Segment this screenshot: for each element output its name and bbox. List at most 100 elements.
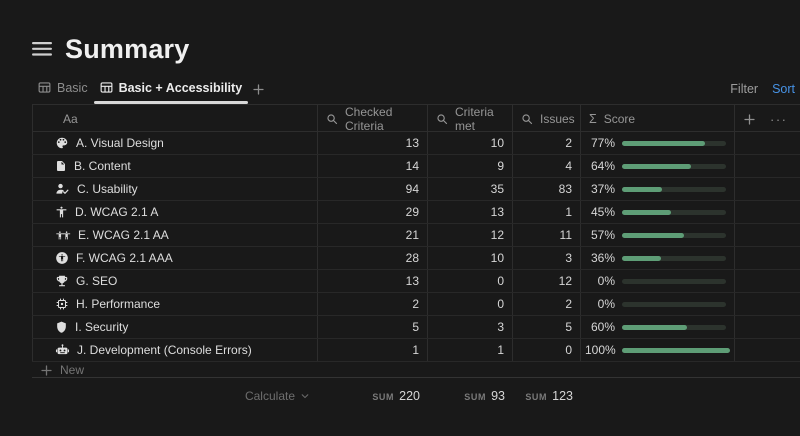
cell-met[interactable]: 3 [428,316,513,338]
cell-issues[interactable]: 0 [513,339,581,361]
column-header-issues[interactable]: Issues [513,105,581,133]
table-row: D. WCAG 2.1 A 29 13 1 45% [32,201,800,224]
cell-value: 12 [558,274,572,288]
sum-value: 123 [552,389,573,403]
cell-score[interactable]: 57% [581,224,735,246]
row-title: G. SEO [76,274,118,288]
cell-name[interactable]: G. SEO [32,270,318,292]
cell-checked[interactable]: 94 [318,178,428,200]
cell-value: 29 [405,205,419,219]
table-row: H. Performance 2 0 2 0% [32,293,800,316]
table-row: C. Usability 94 35 83 37% [32,178,800,201]
cell-score[interactable]: 36% [581,247,735,269]
cell-met[interactable]: 0 [428,270,513,292]
cell-value: 1 [497,343,504,357]
cell-value: 5 [412,320,419,334]
cell-met[interactable]: 10 [428,247,513,269]
cell-name[interactable]: C. Usability [32,178,318,200]
cell-met[interactable]: 1 [428,339,513,361]
cell-met[interactable]: 0 [428,293,513,315]
score-percent: 36% [590,251,615,265]
cell-checked[interactable]: 29 [318,201,428,223]
column-header-checked[interactable]: Checked Criteria [318,105,428,133]
tab-label: Basic + Accessibility [118,80,243,95]
cell-met[interactable]: 35 [428,178,513,200]
cell-name[interactable]: J. Development (Console Errors) [32,339,318,361]
cell-met[interactable]: 13 [428,201,513,223]
cell-met[interactable]: 9 [428,155,513,177]
cell-score[interactable]: 0% [581,270,735,292]
cell-checked[interactable]: 1 [318,339,428,361]
cell-name[interactable]: B. Content [32,155,318,177]
sum-label: SUM [372,392,395,402]
sum-aggregate[interactable]: SUM 93 [464,389,505,403]
footer-sum-checked: SUM 220 [318,378,428,416]
cell-value: 10 [490,251,504,265]
filter-button[interactable]: Filter [730,82,759,96]
calculate-button[interactable]: Calculate [245,389,310,403]
cell-issues[interactable]: 2 [513,293,581,315]
person-icon [55,205,68,219]
cell-value: 2 [565,297,572,311]
cell-blank [735,224,800,246]
cell-checked[interactable]: 14 [318,155,428,177]
score-percent: 0% [597,297,615,311]
cell-score[interactable]: 100% [581,339,735,361]
cell-score[interactable]: 60% [581,316,735,338]
sort-button[interactable]: Sort [772,82,795,96]
cell-checked[interactable]: 5 [318,316,428,338]
add-column-button[interactable] [743,113,756,126]
sum-aggregate[interactable]: SUM 123 [525,389,573,403]
cell-name[interactable]: D. WCAG 2.1 A [32,201,318,223]
cell-checked[interactable]: 21 [318,224,428,246]
cell-score[interactable]: 45% [581,201,735,223]
progress-bar-track [622,140,726,146]
score-percent: 57% [590,228,615,242]
cell-value: 3 [565,251,572,265]
row-title: E. WCAG 2.1 AA [78,228,169,242]
cell-checked[interactable]: 13 [318,132,428,154]
cell-issues[interactable]: 4 [513,155,581,177]
progress-bar-track [622,347,730,353]
tab-basic[interactable]: Basic [32,81,94,103]
cell-name[interactable]: H. Performance [32,293,318,315]
cell-score[interactable]: 64% [581,155,735,177]
cell-checked[interactable]: 2 [318,293,428,315]
cell-checked[interactable]: 13 [318,270,428,292]
cell-issues[interactable]: 2 [513,132,581,154]
cell-score[interactable]: 77% [581,132,735,154]
magnifier-icon [326,113,338,125]
cell-issues[interactable]: 1 [513,201,581,223]
tab-basic-accessibility[interactable]: Basic + Accessibility [93,80,249,104]
cell-met[interactable]: 12 [428,224,513,246]
cell-issues[interactable]: 83 [513,178,581,200]
cell-issues[interactable]: 5 [513,316,581,338]
cell-name[interactable]: A. Visual Design [32,132,318,154]
menu-icon[interactable] [32,42,52,56]
score-percent: 77% [590,136,615,150]
cell-issues[interactable]: 3 [513,247,581,269]
cell-issues[interactable]: 12 [513,270,581,292]
progress-bar-fill [622,347,730,353]
add-view-button[interactable] [248,83,269,104]
cell-score[interactable]: 37% [581,178,735,200]
cell-met[interactable]: 10 [428,132,513,154]
footer-name-cell: Calculate [32,378,318,416]
cell-issues[interactable]: 11 [513,224,581,246]
column-header-score[interactable]: Σ Score [581,105,735,133]
cell-blank [735,247,800,269]
cell-value: 0 [497,297,504,311]
sum-aggregate[interactable]: SUM 220 [372,389,420,403]
robot-icon [55,343,70,357]
cell-name[interactable]: E. WCAG 2.1 AA [32,224,318,246]
new-row-button[interactable]: New [32,362,800,377]
column-header-name[interactable]: Aa [32,105,318,133]
progress-bar-fill [622,255,661,261]
column-header-met[interactable]: Criteria met [428,105,513,133]
cell-name[interactable]: I. Security [32,316,318,338]
cell-score[interactable]: 0% [581,293,735,315]
table-more-button[interactable]: ··· [770,111,788,127]
cell-name[interactable]: F. WCAG 2.1 AAA [32,247,318,269]
progress-bar-track [622,163,726,169]
cell-checked[interactable]: 28 [318,247,428,269]
